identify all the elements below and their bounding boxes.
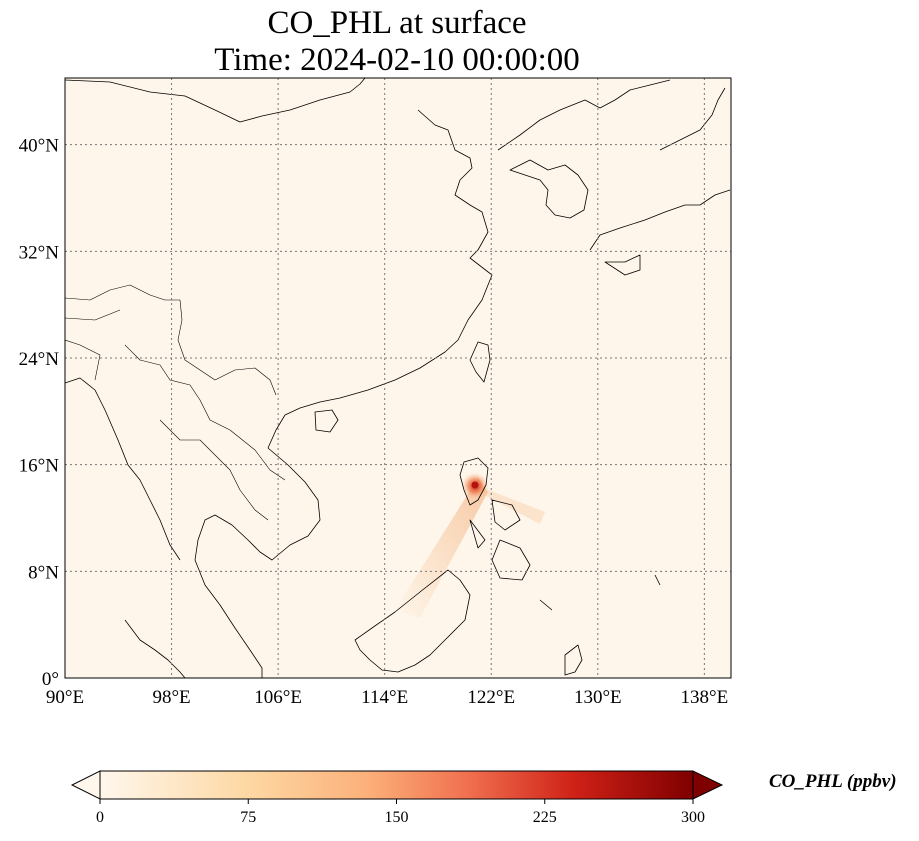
co-plume [395,478,488,618]
lat-tick-label: 32°N [19,242,60,263]
map-background [65,78,731,678]
colorbar-label: CO_PHL (ppbv) [769,771,897,792]
map-title-line2: Time: 2024-02-10 00:00:00 [214,42,579,78]
colorbar-extend-low [70,770,101,800]
coast-japan [589,87,731,276]
map-title-line1: CO_PHL at surface [267,5,526,41]
lon-tick-label: 114°E [361,687,408,708]
coast-indochina [194,429,321,678]
coast-borneo [354,569,471,673]
lat-tick-label: 40°N [19,136,60,157]
co-hotspot [471,481,479,489]
coastlines [65,78,731,678]
coast-korea [509,159,589,219]
colorbar-tick-label: 300 [681,809,705,826]
colorbar-tick-label: 150 [385,809,409,826]
lat-tick-label: 16°N [19,456,60,477]
lon-tick-label: 130°E [574,687,622,708]
colorbar-tick-label: 225 [533,809,557,826]
border-north [65,78,366,123]
colorbar-gradient [99,770,694,800]
coast-taiwan [469,341,491,383]
longitude-tick-labels: 90°E 98°E 106°E 114°E 122°E 130°E 138°E [46,687,728,708]
coast-sumatra [124,619,186,678]
lon-tick-label: 106°E [254,687,302,708]
coast-luzon [459,457,489,506]
gridlines [65,78,731,678]
colorbar-ticks: 0 75 150 225 300 [96,799,705,826]
lat-tick-label: 0° [42,669,59,690]
colorbar: 0 75 150 225 300 CO_PHL (ppbv) [70,770,897,826]
lon-tick-label: 90°E [46,687,84,708]
lon-tick-label: 122°E [467,687,515,708]
lat-tick-label: 8°N [28,562,59,583]
coast-northeast [497,79,671,151]
colorbar-extend-high [692,770,724,800]
coast-china-east [275,109,493,431]
coast-visayas [469,499,531,581]
coast-myanmar [65,377,181,561]
coast-hainan [314,409,339,433]
coast-sulawesi [539,574,661,676]
map-panel [64,77,732,679]
colorbar-tick-label: 0 [96,809,104,826]
borders-inland [65,284,286,521]
lon-tick-label: 138°E [681,687,729,708]
lon-tick-label: 98°E [152,687,190,708]
lat-tick-label: 24°N [19,349,60,370]
map-frame [64,77,732,679]
colorbar-tick-label: 75 [240,809,256,826]
latitude-tick-labels: 0° 8°N 16°N 24°N 32°N 40°N [19,136,60,690]
